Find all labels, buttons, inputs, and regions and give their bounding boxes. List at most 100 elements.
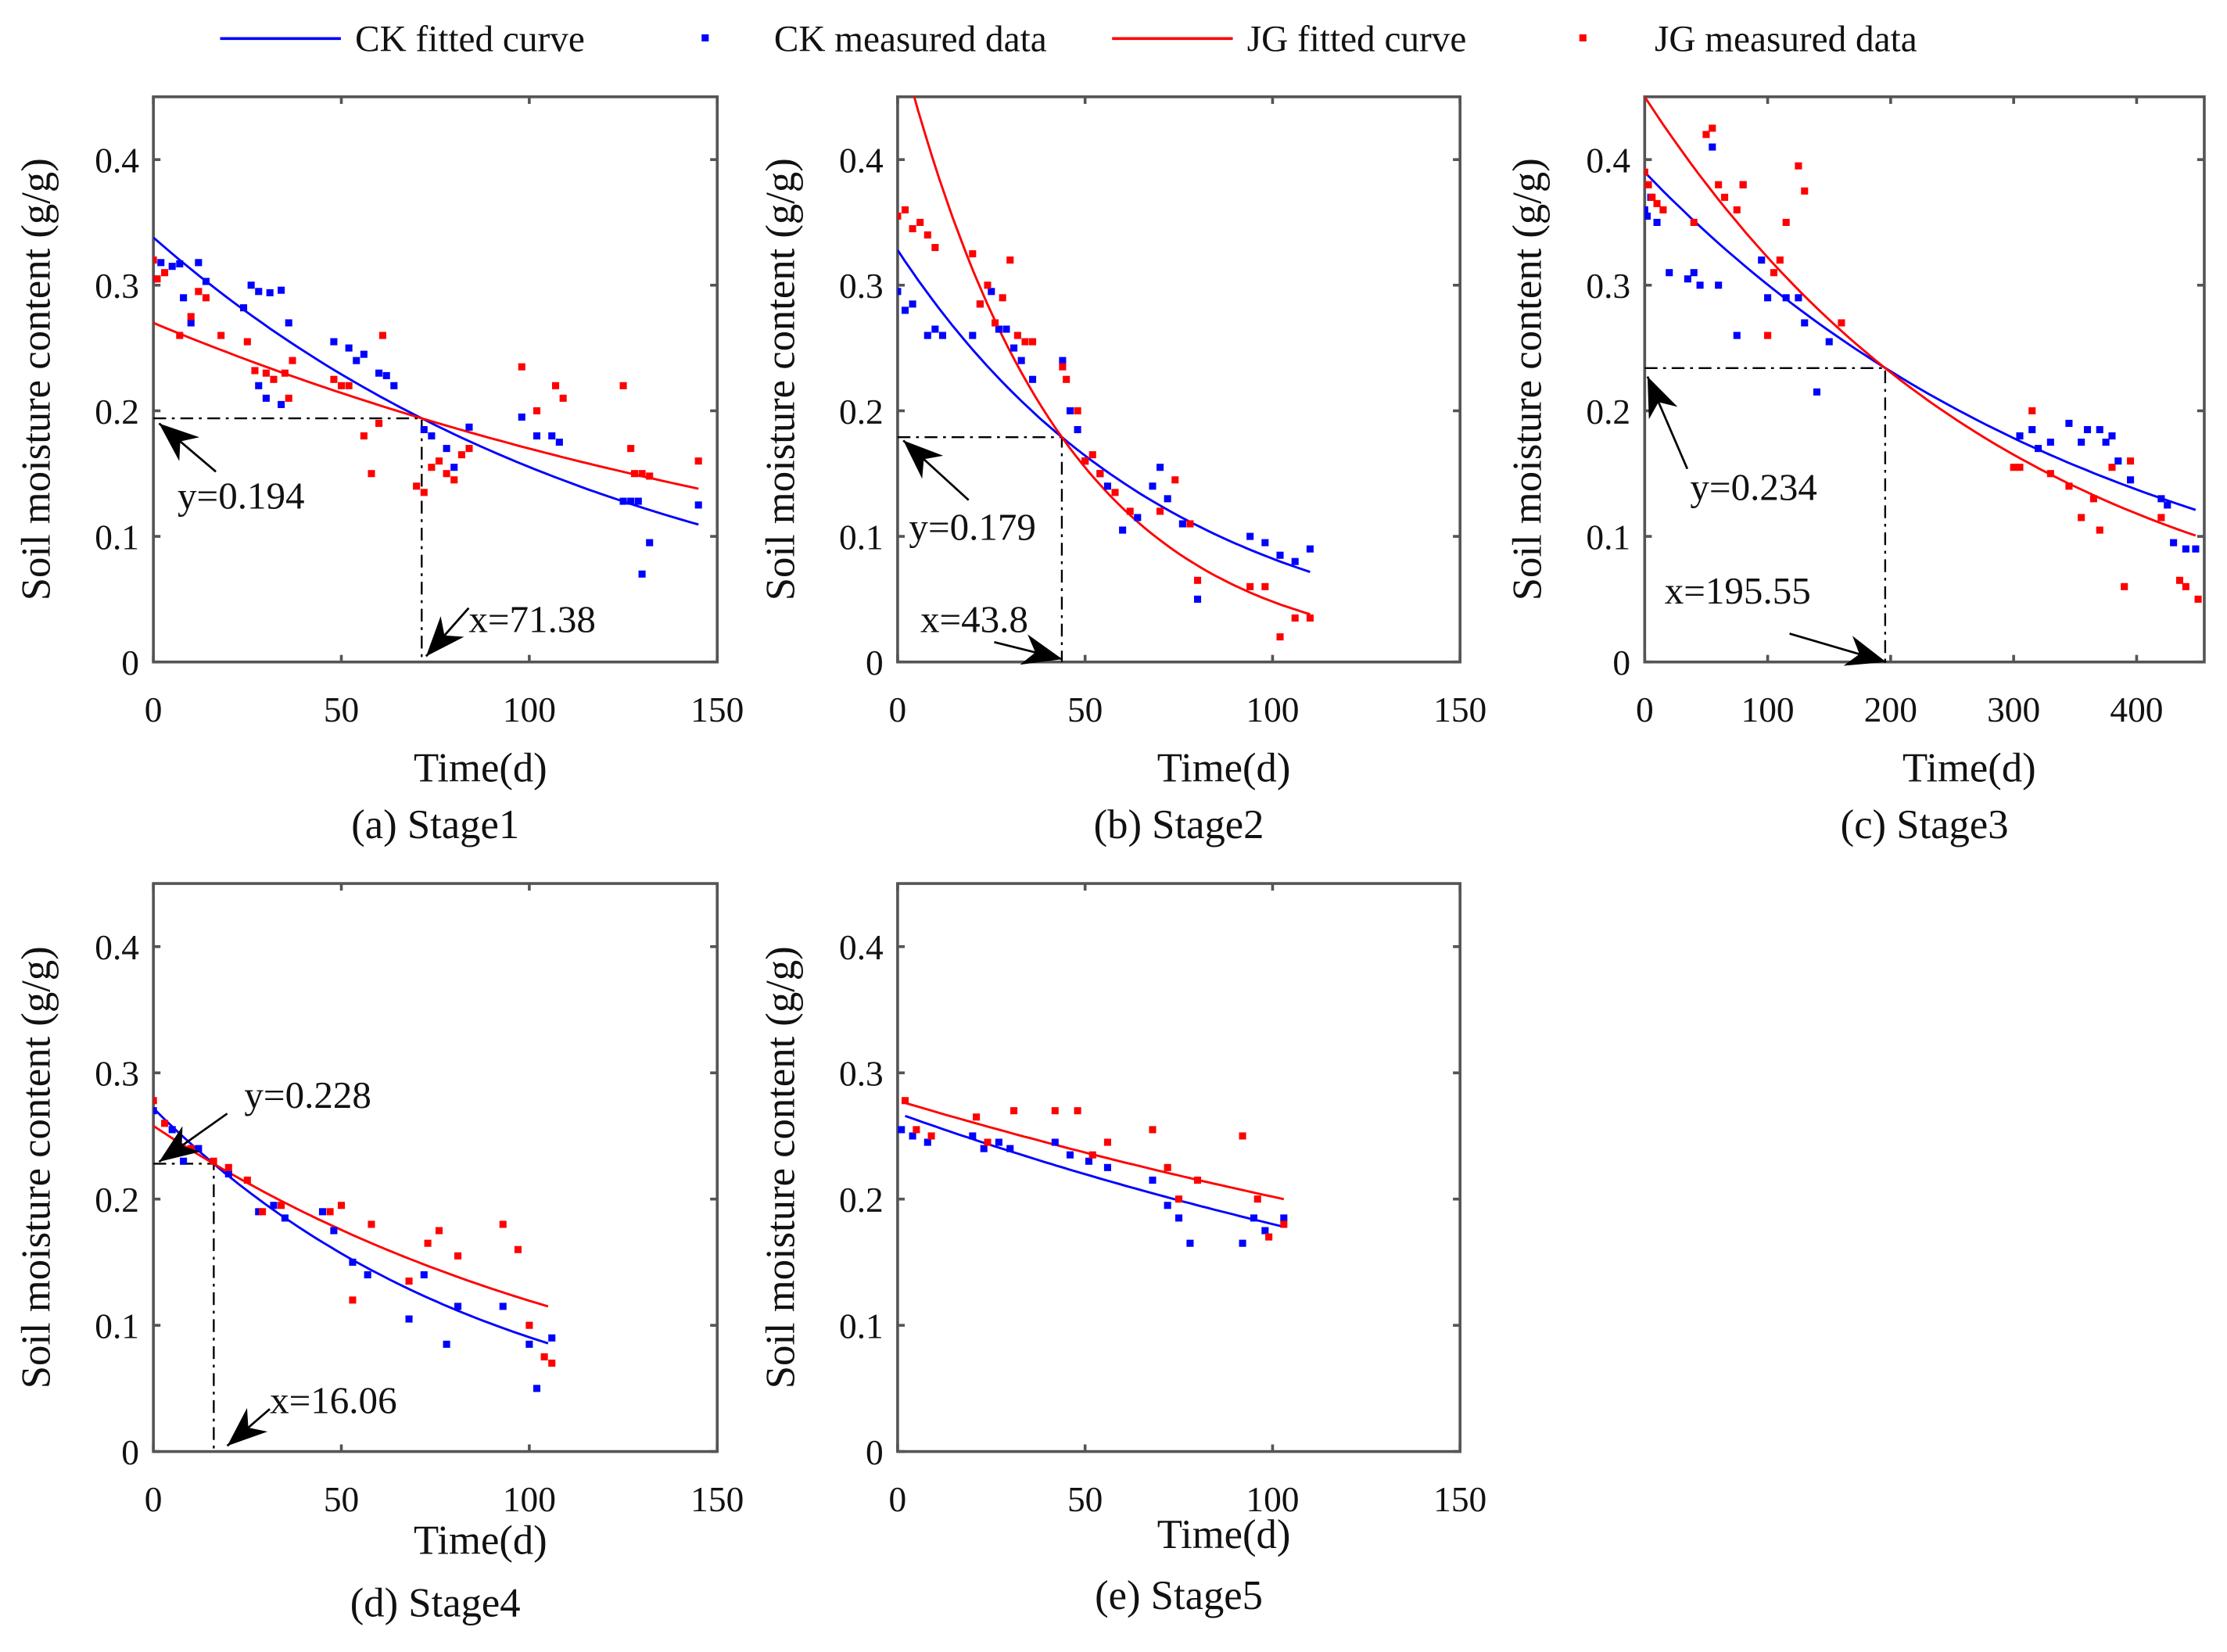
jg-data-point (548, 1360, 556, 1367)
subplot-4: 0 50 100 150 0 0.1 0.2 0.3 0.4 Time(d) Soil moistu… (14, 882, 744, 1625)
ck-data-point (176, 260, 184, 268)
x-tick-label: 150 (690, 1480, 744, 1519)
legend-ck-curve-label: CK fitted curve (355, 20, 585, 60)
jg-data-point (1010, 1107, 1018, 1115)
x-arrow-head (1843, 636, 1887, 666)
ck-data-point (548, 432, 556, 440)
ck-fitted-curve (1644, 171, 2197, 511)
ck-data-point (533, 1385, 541, 1392)
ck-data-point (420, 425, 428, 434)
y-tick-label: 0.3 (1586, 267, 1630, 306)
intersection-y-label: y=0.194 (178, 475, 305, 518)
jg-data-point (187, 1145, 195, 1152)
ck-data-point (1782, 294, 1790, 302)
jg-data-point (2194, 595, 2202, 603)
ck-data-point (1261, 539, 1269, 546)
x-axis-label: Time(d) (1157, 745, 1291, 790)
ck-data-point (1085, 1157, 1093, 1165)
jg-data-point (1029, 338, 1037, 346)
jg-data-point (1709, 124, 1716, 132)
subplot-2: 0 50 100 150 0 0.1 0.2 0.3 0.4 Time(d) Soil moistu… (758, 95, 1486, 848)
jg-data-point (1186, 520, 1194, 528)
ck-data-point (1246, 532, 1254, 540)
jg-data-point (161, 1120, 169, 1127)
ck-data-point (2078, 439, 2085, 446)
plot-content (153, 1097, 556, 1452)
jg-data-point (368, 1220, 375, 1228)
ck-data-point (465, 423, 473, 431)
jg-data-point (243, 1176, 251, 1184)
ck-data-point (2192, 545, 2200, 553)
ck-data-point (1715, 281, 1723, 289)
y-tick-label: 0.4 (839, 928, 884, 967)
jg-data-point (1653, 199, 1661, 207)
ck-data-point (382, 371, 390, 379)
ck-data-point (1684, 275, 1691, 283)
jg-data-point (518, 363, 525, 371)
jg-data-point (1103, 1138, 1111, 1146)
x-axis-label: Time(d) (1902, 745, 2036, 790)
ck-data-point (1644, 212, 1651, 220)
jg-data-point (1096, 470, 1104, 478)
x-tick-label: 150 (1433, 1480, 1486, 1519)
jg-data-point (243, 338, 251, 346)
jg-data-point (1193, 1176, 1202, 1184)
jg-data-point (1081, 457, 1089, 465)
y-axis-label: Soil moisture content (g/g) (758, 946, 803, 1389)
jg-data-point (2127, 457, 2135, 465)
ck-data-point (518, 413, 525, 421)
ck-data-point (988, 288, 995, 296)
ck-data-point (694, 501, 702, 509)
ck-data-point (1276, 551, 1284, 559)
ck-data-point (1017, 357, 1025, 364)
jg-data-point (1838, 319, 1845, 327)
ck-data-point (1795, 294, 1802, 302)
jg-data-point (454, 1252, 462, 1260)
x-tick-label: 50 (324, 690, 359, 729)
jg-data-point (627, 445, 635, 453)
jg-data-point (2182, 582, 2189, 590)
jg-data-point (435, 1227, 443, 1235)
ck-data-point (1175, 1214, 1183, 1222)
legend-ck-data-marker (701, 34, 709, 41)
ck-data-point (2102, 439, 2110, 446)
jg-data-point (969, 250, 977, 258)
intersection-y-label: y=0.179 (909, 506, 1036, 549)
ck-data-point (2065, 419, 2073, 428)
x-tick-label: 100 (503, 690, 556, 729)
jg-data-point (262, 369, 270, 377)
y-arrow-head (903, 440, 944, 479)
jg-data-point (927, 1132, 935, 1140)
ck-data-point (2182, 545, 2189, 553)
jg-data-point (533, 407, 541, 414)
jg-data-point (638, 470, 646, 478)
jg-data-point (1149, 1126, 1157, 1134)
x-tick-label: 50 (1067, 1480, 1103, 1519)
ck-data-point (2046, 439, 2054, 446)
x-tick-label: 100 (1246, 690, 1299, 729)
y-tick-label: 0.1 (95, 1306, 139, 1346)
jg-data-point (161, 269, 169, 277)
ck-data-point (2083, 425, 2092, 434)
ck-data-point (980, 1145, 988, 1152)
ck-data-point (1291, 557, 1299, 565)
intersection-x-label: x=71.38 (468, 598, 596, 641)
jg-fitted-curve (153, 1124, 549, 1308)
jg-data-point (1770, 269, 1777, 277)
ck-data-point (499, 1303, 507, 1310)
ck-data-point (1709, 143, 1716, 151)
y-tick-label: 0.4 (95, 928, 139, 967)
jg-data-point (1088, 451, 1096, 459)
ck-data-point (2016, 432, 2024, 440)
ck-data-point (901, 306, 909, 314)
x-arrow-head (1020, 634, 1063, 665)
ck-data-point (2035, 445, 2042, 453)
jg-data-point (992, 319, 999, 327)
ck-data-point (153, 1107, 157, 1115)
ck-data-point (923, 1138, 931, 1146)
ck-data-point (443, 445, 450, 453)
intersection-guide (153, 417, 423, 662)
ck-data-point (360, 350, 368, 358)
jg-data-point (1193, 576, 1202, 584)
